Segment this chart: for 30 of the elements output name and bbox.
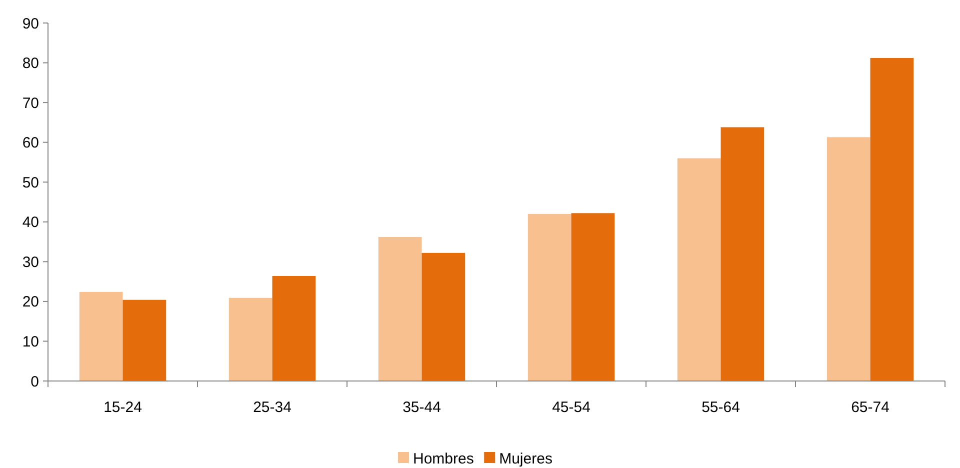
bar [528, 214, 572, 381]
y-tick-label: 50 [22, 174, 39, 192]
y-tick-label: 40 [22, 214, 39, 232]
bar [870, 58, 914, 381]
x-tick-label: 55-64 [702, 399, 740, 416]
bar [228, 298, 272, 381]
x-tick-label: 15-24 [104, 399, 142, 416]
x-tick-label: 65-74 [851, 399, 890, 416]
x-tick-label: 25-34 [253, 399, 292, 416]
legend-label: Hombres [413, 450, 474, 468]
bar [79, 292, 123, 381]
bar [677, 158, 721, 381]
y-tick-label: 30 [22, 254, 39, 271]
bar [571, 213, 615, 381]
x-tick-label: 35-44 [402, 399, 441, 416]
y-tick-label: 0 [30, 373, 39, 390]
bar [122, 300, 166, 381]
bar [378, 237, 422, 381]
y-tick-label: 80 [22, 55, 39, 72]
y-tick-label: 60 [22, 134, 39, 152]
bar [720, 127, 764, 381]
bar [826, 137, 870, 381]
y-tick-label: 20 [22, 294, 39, 311]
legend-label: Mujeres [499, 450, 552, 468]
bar [272, 276, 316, 381]
x-tick-label: 45-54 [552, 399, 590, 416]
y-tick-label: 70 [22, 94, 39, 112]
y-tick-label: 10 [22, 333, 39, 350]
y-tick-label: 90 [22, 15, 39, 32]
bar [422, 252, 466, 381]
